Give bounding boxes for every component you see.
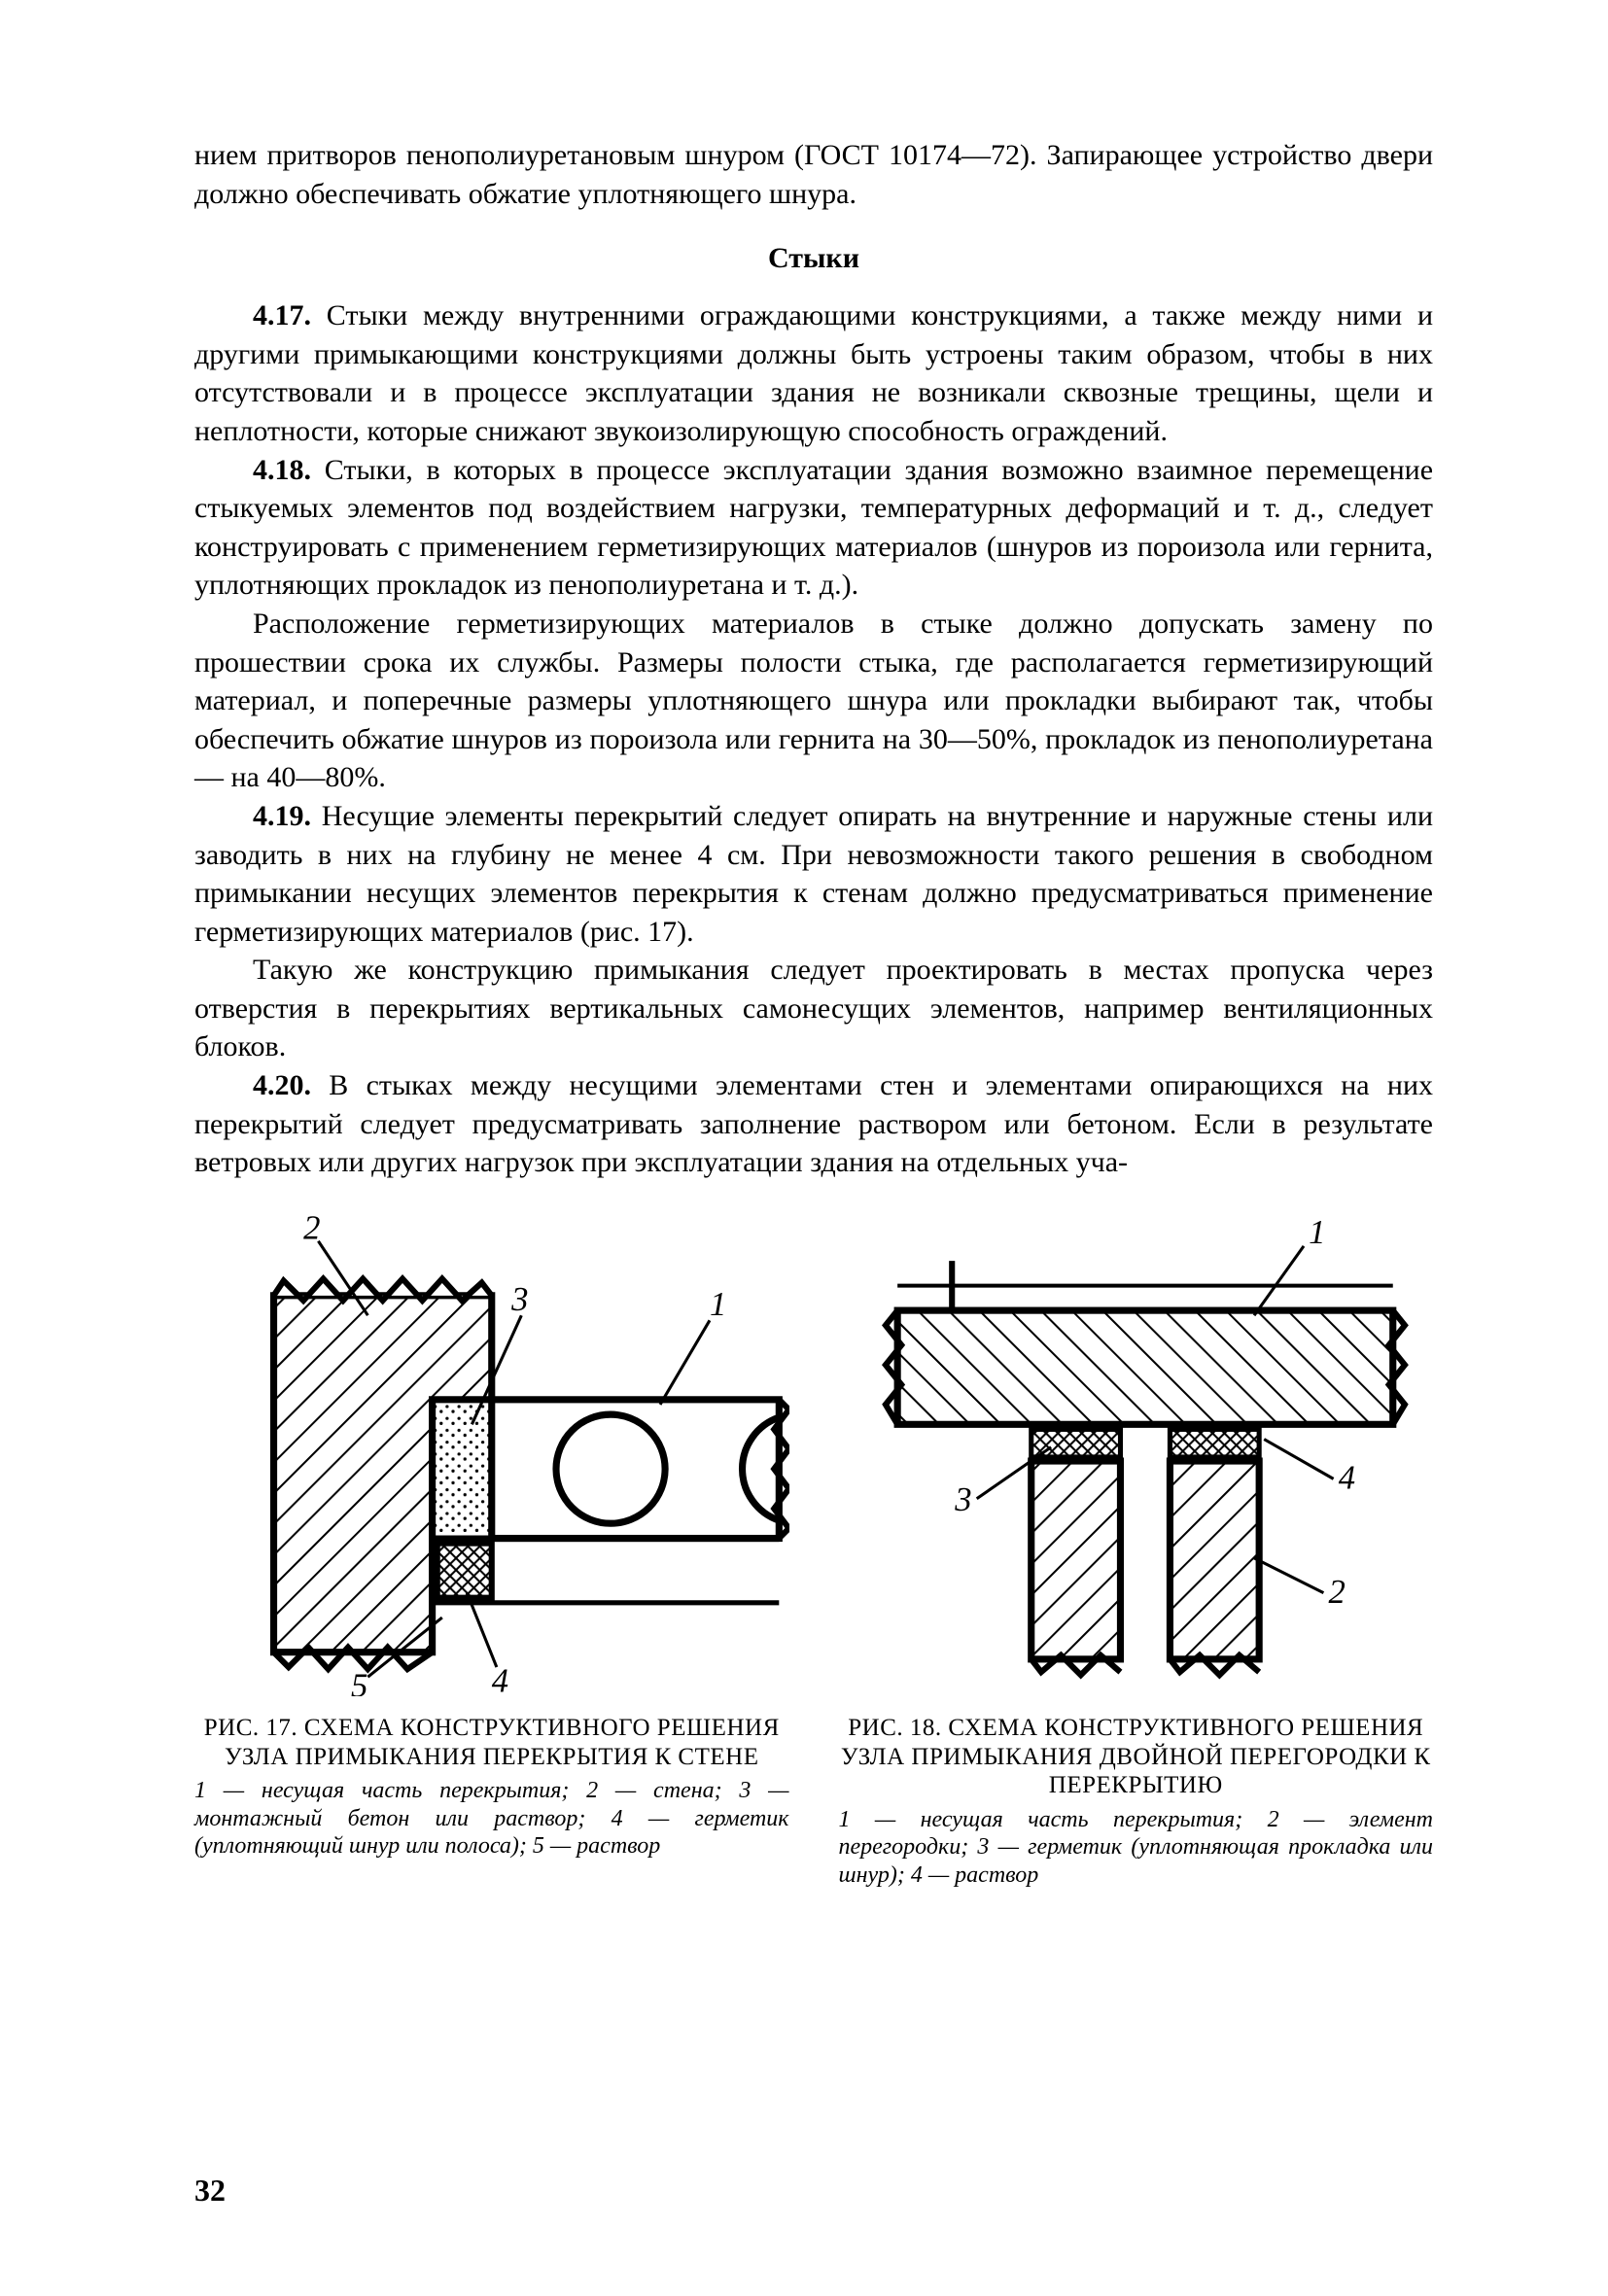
figure-17-diagram: 2 3 1 4 5 — [194, 1201, 789, 1697]
page-number: 32 — [194, 2173, 226, 2209]
figure-18-legend: 1 — несущая часть перекрытия; 2 — элемен… — [838, 1806, 1433, 1889]
label-4: 4 — [1339, 1459, 1355, 1496]
section-title-styki: Стыки — [194, 242, 1433, 275]
label-3: 3 — [955, 1481, 972, 1518]
paragraph-4-19b: Такую же конструкцию примыкания следует … — [194, 951, 1433, 1066]
figure-17: 2 3 1 4 5 РИС. 17. СХЕМА КОНСТРУКТИВНОГО… — [194, 1201, 789, 1889]
label-1: 1 — [710, 1286, 726, 1323]
figures-row: 2 3 1 4 5 РИС. 17. СХЕМА КОНСТРУКТИВНОГО… — [194, 1201, 1433, 1889]
label-4: 4 — [492, 1662, 508, 1696]
label-2: 2 — [1329, 1574, 1346, 1611]
label-2: 2 — [303, 1210, 320, 1247]
paragraph-4-20: 4.20. В стыках между несущими элементами… — [194, 1066, 1433, 1182]
clause-number: 4.17. — [253, 299, 311, 331]
label-1: 1 — [1310, 1214, 1326, 1251]
document-page: нием притворов пенополиуретановым шнуром… — [0, 0, 1608, 2296]
figure-18: 1 4 3 2 РИС. 18. СХЕМА КОНСТРУКТИВНОГО Р… — [838, 1201, 1433, 1889]
paragraph-4-18: 4.18. Стыки, в которых в процессе эксплу… — [194, 451, 1433, 605]
text: Стыки, в которых в процессе эксплуатации… — [194, 454, 1433, 602]
paragraph-4-18b: Расположение герметизирующих материалов … — [194, 605, 1433, 797]
text: 1 — несущая часть перекрытия; 2 — стена;… — [194, 1778, 789, 1859]
label-3: 3 — [510, 1281, 528, 1318]
paragraph-4-17: 4.17. Стыки между внутренними ограждающи… — [194, 296, 1433, 450]
clause-number: 4.20. — [253, 1069, 311, 1101]
clause-number: 4.19. — [253, 800, 311, 832]
text: 1 — несущая часть перекрытия; 2 — элемен… — [838, 1807, 1433, 1888]
text: Такую же конструкцию примыкания следует … — [194, 954, 1433, 1062]
figure-18-diagram: 1 4 3 2 — [838, 1201, 1433, 1697]
clause-number: 4.18. — [253, 454, 311, 486]
figure-17-caption: РИС. 17. СХЕМА КОНСТРУКТИВНОГО РЕШЕНИЯ У… — [194, 1714, 789, 1771]
text: Несущие элементы перекрытий следует опир… — [194, 800, 1433, 948]
text: нием притворов пенополиуретановым шнуром… — [194, 139, 1433, 210]
paragraph-intro: нием притворов пенополиуретановым шнуром… — [194, 136, 1433, 213]
text: В стыках между несущими элементами стен … — [194, 1069, 1433, 1178]
text: Расположение герметизирующих материалов … — [194, 608, 1433, 793]
figure-18-caption: РИС. 18. СХЕМА КОНСТРУКТИВНОГО РЕШЕНИЯ У… — [838, 1714, 1433, 1800]
text: Стыки между внутренними ограждающими кон… — [194, 299, 1433, 447]
figure-17-legend: 1 — несущая часть перекрытия; 2 — стена;… — [194, 1777, 789, 1860]
paragraph-4-19: 4.19. Несущие элементы перекрытий следуе… — [194, 797, 1433, 951]
label-5: 5 — [351, 1667, 367, 1696]
